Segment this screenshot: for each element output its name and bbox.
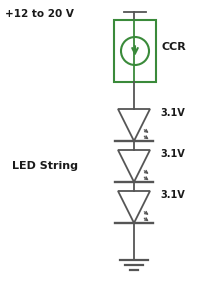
Text: LED String: LED String [12,161,78,171]
Bar [114,20,156,82]
Text: +12 to 20 V: +12 to 20 V [5,9,74,19]
Text: 3.1V: 3.1V [160,108,185,118]
Text: CCR: CCR [162,42,187,52]
Text: 3.1V: 3.1V [160,190,185,200]
Text: 3.1V: 3.1V [160,149,185,159]
